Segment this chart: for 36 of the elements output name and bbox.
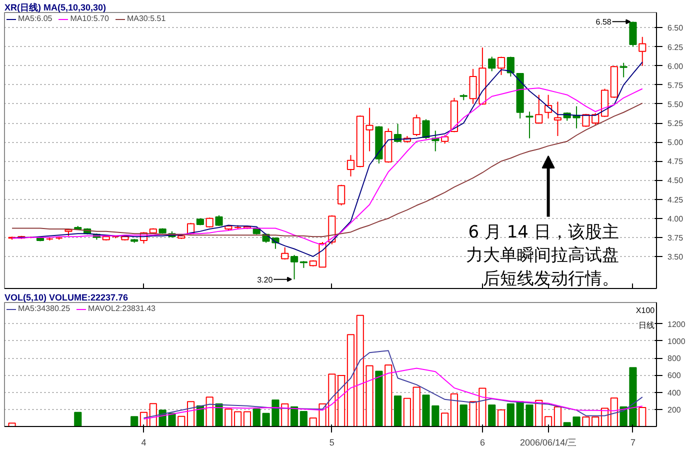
legend-label: MAVOL2:23831.43 [88,304,156,313]
y-tick-label: 1200 [668,320,686,329]
x-tick-label: 6 [480,438,485,448]
y-tick-label: 600 [668,371,682,380]
chart-title: XR(日线) MA(5,10,30,30) [4,2,106,12]
legend-label: MA5:34380.25 [18,304,70,313]
annotation: 3.20 [257,275,274,284]
y-tick-label: 200 [668,405,682,414]
y-tick-label: 4.50 [668,176,684,186]
annotation: X100 [636,306,656,315]
x-tick-label: 5 [329,438,334,448]
legend-label: MA5:6.05 [18,14,52,23]
annotation: 6 月 14 日，该股主力大单瞬间拉高试盘后短线发动行情。 [466,222,619,290]
y-tick-label: 5.50 [668,100,684,109]
x-tick-label: 2006/06/14/三 [520,438,577,448]
annotation: 日线 [638,320,655,330]
annotation: 6.58 [596,18,612,27]
y-tick-label: 4.00 [668,214,684,224]
y-tick-label: 3.75 [668,233,684,242]
y-tick-label: 6.50 [668,24,684,33]
y-tick-label: 6.00 [668,62,684,71]
y-tick-label: 4.25 [668,195,684,204]
y-tick-label: 5.75 [668,80,684,90]
y-tick-label: 5.00 [668,138,684,148]
y-tick-label: 6.25 [668,42,684,52]
legend-label: MA30:5.51 [126,14,166,23]
y-tick-label: 4.75 [668,157,684,166]
chart-title: VOL(5,10) VOLUME:22237.76 [4,292,128,302]
y-tick-label: 400 [668,388,682,398]
y-tick-label: 800 [668,354,682,364]
y-tick-label: 1000 [668,336,686,346]
legend-label: MA10:5.70 [70,14,109,23]
x-tick-label: 4 [141,438,146,448]
y-tick-label: 5.25 [668,119,684,128]
x-tick-label: 7 [630,438,636,448]
y-tick-label: 3.50 [668,252,684,262]
